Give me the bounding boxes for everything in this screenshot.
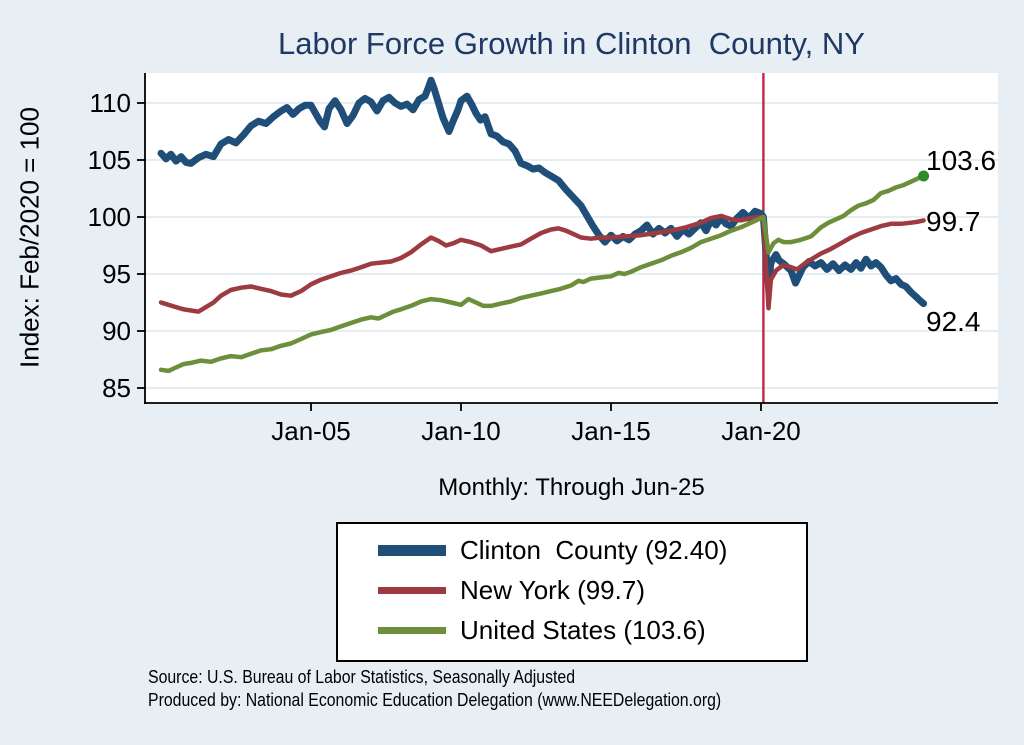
legend-item-united-states: United States (103.6)	[338, 610, 806, 650]
source-line-2: Produced by: National Economic Education…	[148, 689, 722, 710]
x-tick-label: Jan-05	[271, 416, 351, 446]
x-tick-label: Jan-10	[421, 416, 501, 446]
legend-item-new-york: New York (99.7)	[338, 570, 806, 610]
chart-subtitle: Monthly: Through Jun-25	[438, 474, 705, 501]
end-value-label-united-states: 103.6	[926, 145, 997, 176]
y-tick-label: 90	[102, 316, 131, 346]
series-end-marker	[918, 170, 930, 182]
x-tick-label: Jan-15	[571, 416, 651, 446]
chart-title: Labor Force Growth in Clinton County, NY	[278, 26, 865, 61]
clinton-county-line-swatch	[378, 544, 446, 556]
legend-label: New York (99.7)	[460, 574, 645, 605]
x-tick-label: Jan-20	[721, 416, 801, 446]
plot-area	[145, 73, 998, 403]
y-tick-label: 95	[102, 259, 131, 289]
series-new-york	[158, 213, 926, 314]
united-states-line-swatch	[378, 626, 446, 634]
y-tick-label: 100	[88, 202, 131, 232]
y-axis-title: Index: Feb/2020 = 100	[14, 107, 45, 368]
legend-label: United States (103.6)	[460, 614, 706, 645]
series-united-states	[158, 173, 926, 374]
source-line-1: Source: U.S. Bureau of Labor Statistics,…	[148, 667, 576, 687]
new-york-line-swatch	[378, 586, 446, 594]
legend-item-clinton-county: Clinton County (92.40)	[338, 530, 806, 570]
y-tick-label: 85	[102, 373, 131, 403]
source-note: Source: U.S. Bureau of Labor Statistics,…	[148, 666, 721, 711]
end-value-label-clinton-county: 92.4	[926, 306, 981, 337]
legend-label: Clinton County (92.40)	[460, 534, 728, 565]
end-value-label-new-york: 99.7	[926, 206, 981, 237]
legend: Clinton County (92.40) New York (99.7) U…	[336, 522, 808, 662]
y-tick-label: 110	[90, 88, 131, 118]
y-tick-label: 105	[88, 145, 131, 175]
